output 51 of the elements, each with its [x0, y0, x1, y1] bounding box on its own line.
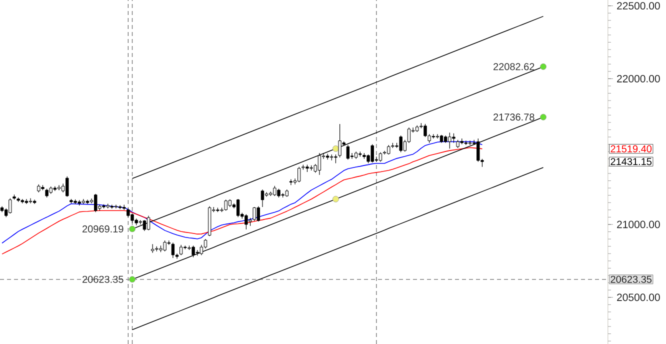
candlestick [192, 245, 195, 258]
candlestick [468, 140, 472, 146]
point [332, 196, 339, 202]
candlestick [66, 176, 69, 198]
candlestick [130, 213, 134, 224]
candlestick [346, 144, 350, 160]
candlestick [452, 133, 456, 144]
y-tick-label: 21000.00 [617, 220, 660, 228]
candlestick [273, 186, 276, 196]
annotation: 20623.35 [82, 276, 124, 283]
candlestick [448, 132, 452, 149]
candlestick [399, 135, 402, 153]
annotation: 21736.78 [494, 114, 534, 121]
y-tick-label: 22000.00 [617, 74, 660, 82]
candlestick [8, 198, 12, 214]
candlestick [94, 194, 98, 212]
y-tick-label: 22500.00 [617, 2, 660, 10]
candlestick [370, 144, 374, 163]
candlestick [180, 244, 183, 256]
candlestick [289, 178, 293, 186]
annotation: 20969.19 [82, 225, 124, 232]
point [540, 63, 546, 70]
candlestick [387, 144, 390, 155]
candlestick [224, 199, 228, 211]
candlestick [260, 189, 264, 208]
candlestick [318, 152, 322, 176]
ref-line-label: 20623.35 [610, 276, 652, 283]
text: 21431.15 [610, 158, 652, 166]
candlestick [424, 124, 427, 138]
candlestick [244, 214, 248, 230]
candlestick [252, 206, 256, 222]
y-tick-label: 20500.00 [617, 294, 660, 302]
candlestick [236, 198, 240, 218]
annotation: 22082.62 [494, 63, 534, 70]
candlestick [298, 166, 301, 182]
point [332, 145, 339, 152]
candlestick [476, 138, 480, 162]
candlestick [171, 242, 175, 258]
candlestick [24, 198, 28, 204]
point [129, 226, 136, 232]
candlestick [338, 124, 342, 158]
candlestick [264, 192, 268, 198]
candlestick [57, 184, 61, 191]
text: 21519.40 [610, 145, 652, 152]
candlestick [378, 152, 382, 162]
candlestick [436, 134, 440, 139]
candlestick [82, 198, 86, 204]
point [129, 276, 136, 283]
candlestick [256, 206, 260, 222]
candlestick [163, 240, 166, 252]
point [540, 114, 546, 120]
